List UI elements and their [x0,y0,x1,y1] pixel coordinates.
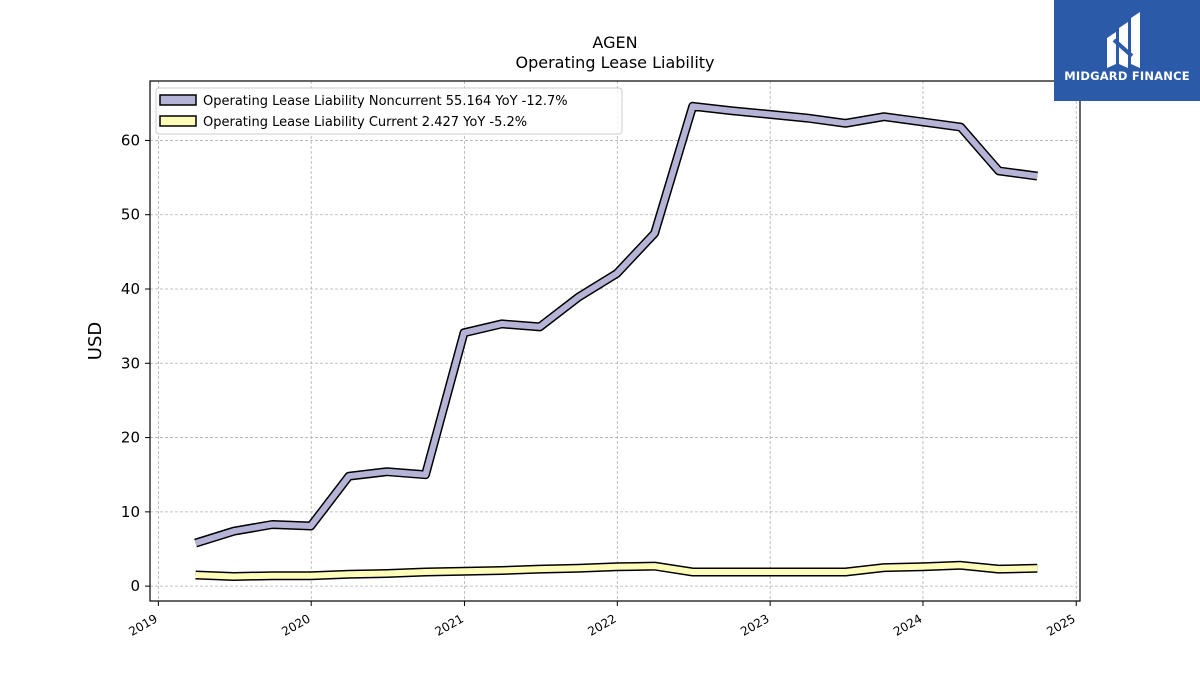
grid-lines [150,81,1080,601]
y-axis-label: USD [85,322,106,360]
x-tick-label: 2023 [738,611,771,638]
logo-mark-icon [1107,12,1140,68]
y-tick-label: 40 [121,280,140,298]
legend: Operating Lease Liability Noncurrent 55.… [155,87,623,135]
chart-title: AGEN [592,33,637,52]
y-tick-label: 50 [121,206,140,224]
logo-text: MIDGARD FINANCE [1064,69,1190,83]
series-1-line [195,562,1038,580]
y-tick-label: 10 [121,503,140,521]
brand-logo: MIDGARD FINANCE [1054,0,1200,101]
x-tick-label: 2022 [585,611,618,638]
legend-box [155,87,623,135]
y-tick-label: 0 [130,577,140,595]
plot-frame [149,80,1081,602]
legend-swatch-1 [159,115,197,127]
chart-subtitle: Operating Lease Liability [515,53,714,72]
legend-label-1: Operating Lease Liability Current 2.427 … [203,115,527,130]
x-tick-label: 2024 [891,611,924,638]
y-tick-label: 20 [121,429,140,447]
x-tick-label: 2019 [126,611,159,638]
legend-label-0: Operating Lease Liability Noncurrent 55.… [203,94,568,109]
y-tick-label: 30 [121,354,140,372]
series-layer [194,101,1038,581]
series-0-line [194,103,1038,546]
x-tick-label: 2021 [433,611,466,638]
y-tick-label: 60 [121,131,140,149]
x-tick-label: 2020 [279,611,312,638]
series-0-outline [194,101,1038,548]
legend-swatch-0 [159,94,197,106]
x-tick-label: 2025 [1044,611,1077,638]
